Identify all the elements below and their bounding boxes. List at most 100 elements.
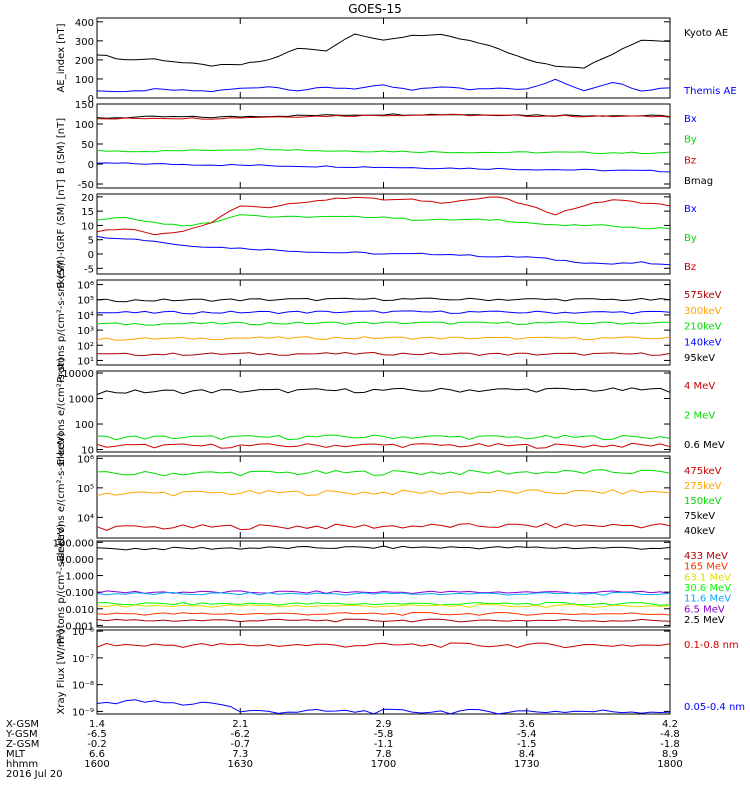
y-tick-label: 10² — [77, 341, 94, 352]
y-tick-label: 10⁻⁶ — [72, 627, 94, 638]
series-line-0-1-0-8-nm — [96, 642, 671, 649]
y-axis-label: B (SM) [nT] — [56, 118, 67, 174]
x-axis-row-label: Z-GSM — [6, 739, 39, 750]
series-line-bz — [96, 196, 671, 236]
y-tick-label: 100 — [75, 420, 94, 431]
x-axis-row-value: 7.8 — [376, 749, 392, 760]
series-line-63-1-mev — [96, 604, 671, 608]
legend-item: 30.6 MeV — [684, 583, 731, 594]
x-axis-row-value: 4.2 — [662, 719, 678, 730]
y-tick-label: 50 — [81, 140, 94, 151]
legend-item: 63.1 MeV — [684, 572, 731, 583]
panel-frame-6 — [96, 455, 671, 539]
y-tick-label: 1000 — [69, 395, 94, 406]
y-tick-label: 10⁴ — [77, 311, 94, 322]
y-tick-label: 0 — [88, 160, 94, 171]
legend-item: 2 MeV — [684, 411, 715, 422]
legend-item: 210keV — [684, 322, 722, 333]
series-line-300kev — [96, 336, 671, 341]
x-axis-row-value: 1630 — [228, 759, 253, 770]
x-axis-row-value: 8.9 — [662, 749, 678, 760]
panel-frame-5 — [96, 370, 671, 453]
x-axis-row-value: 7.3 — [232, 749, 248, 760]
y-tick-label: 100 — [75, 120, 94, 131]
y-tick-label: 10⁻⁸ — [72, 681, 94, 692]
y-tick-label: 15 — [81, 207, 94, 218]
y-tick-label: 10⁻⁷ — [72, 654, 94, 665]
y-tick-label: 10¹ — [77, 356, 94, 367]
y-tick-label: 10⁵ — [77, 484, 94, 495]
y-tick-label: 1.000 — [65, 572, 94, 583]
legend-item: 40keV — [684, 526, 715, 537]
x-axis-row-value: -5.4 — [517, 729, 537, 740]
series-line-bx — [96, 162, 671, 173]
x-axis-row-value: 1800 — [657, 759, 682, 770]
y-axis-label: AE_index [nT] — [56, 23, 67, 92]
x-axis-row-value: 3.6 — [519, 719, 535, 730]
legend-item: 75keV — [684, 511, 715, 522]
y-tick-label: 10⁵ — [77, 296, 94, 307]
y-tick-label: 10³ — [77, 326, 94, 337]
x-axis-row-value: -6.2 — [230, 729, 250, 740]
legend-item: 150keV — [684, 496, 722, 507]
series-line-95kev — [96, 297, 671, 303]
y-tick-label: 0.001 — [65, 621, 94, 632]
x-axis-row-label: X-GSM — [6, 719, 39, 730]
series-line-210kev — [96, 321, 671, 326]
series-line-by — [96, 214, 671, 230]
legend-item: Bz — [684, 155, 696, 166]
x-axis-row-value: -4.8 — [660, 729, 680, 740]
x-axis-row-value: 2.9 — [376, 719, 392, 730]
series-line-4-mev — [96, 442, 671, 449]
series-line-0-05-0-4-nm — [96, 699, 671, 715]
series-line-2-5-mev — [96, 545, 671, 551]
legend-item: Kyoto AE — [684, 28, 728, 39]
date-label: 2016 Jul 20 — [6, 769, 63, 780]
y-tick-label: -50 — [78, 180, 94, 191]
y-tick-label: 5 — [88, 236, 94, 247]
chart-title: GOES-15 — [348, 2, 402, 16]
y-tick-label: 100 — [75, 75, 94, 86]
series-line-150kev — [96, 469, 671, 477]
series-line-2-mev — [96, 434, 671, 441]
legend-item: 95keV — [684, 353, 715, 364]
series-line-140kev — [96, 310, 671, 315]
legend-item: 0.05-0.4 nm — [684, 702, 745, 713]
x-axis-row-value: -6.5 — [87, 729, 107, 740]
x-axis-row-value: -0.7 — [230, 739, 250, 750]
legend-item: Bx — [684, 204, 697, 215]
series-line-themis-ae — [96, 78, 671, 93]
x-axis-row-label: MLT — [6, 749, 26, 760]
y-tick-label: 10 — [81, 446, 94, 457]
y-tick-label: 0 — [88, 250, 94, 261]
y-tick-label: 10⁴ — [77, 513, 94, 524]
series-line-433-mev — [96, 618, 671, 623]
y-tick-label: 10000 — [62, 369, 94, 380]
legend-item: 0.1-0.8 nm — [684, 640, 739, 651]
legend-item: 300keV — [684, 306, 722, 317]
series-line-575kev — [96, 351, 671, 357]
y-tick-label: 10⁻⁹ — [72, 707, 94, 718]
legend-item: 275keV — [684, 481, 722, 492]
series-line-275kev — [96, 489, 671, 497]
legend-item: 6.5 MeV — [684, 604, 725, 615]
legend-item: 575keV — [684, 290, 722, 301]
legend-item: By — [684, 135, 697, 146]
x-axis-row-value: 1600 — [84, 759, 109, 770]
series-line-bmag — [96, 113, 671, 119]
legend-item: 2.5 MeV — [684, 615, 725, 626]
y-tick-label: 0 — [88, 94, 94, 105]
y-tick-label: 150 — [75, 100, 94, 111]
legend-item: 0.6 MeV — [684, 440, 725, 451]
y-tick-label: 0.100 — [65, 588, 94, 599]
y-tick-label: 10.000 — [59, 555, 94, 566]
legend-item: 433 MeV — [684, 551, 728, 562]
y-tick-label: 10⁶ — [77, 454, 94, 465]
legend-item: 140keV — [684, 337, 722, 348]
y-axis-label: Electrons e/(cm²-s-sr-keV) — [56, 432, 67, 561]
series-line-475kev — [96, 522, 671, 531]
y-tick-label: 400 — [75, 18, 94, 29]
legend-item: 165 MeV — [684, 562, 728, 573]
